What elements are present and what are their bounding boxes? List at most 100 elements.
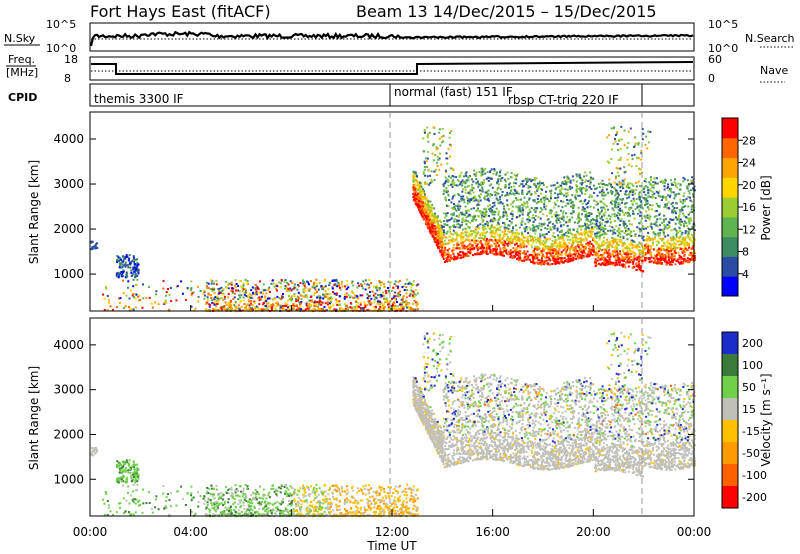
- data-cell: [242, 299, 245, 302]
- data-cell: [592, 248, 595, 251]
- data-cell: [489, 177, 492, 180]
- data-cell: [498, 183, 501, 186]
- data-cell: [566, 246, 569, 249]
- data-cell: [617, 216, 620, 219]
- data-cell: [447, 205, 450, 208]
- data-cell: [632, 184, 635, 187]
- data-cell: [246, 280, 249, 282]
- data-cell: [527, 221, 530, 224]
- data-cell: [422, 217, 425, 220]
- data-cell: [527, 187, 530, 190]
- data-cell: [448, 199, 451, 201]
- data-cell: [237, 285, 240, 287]
- data-cell: [227, 302, 230, 305]
- data-cell: [561, 206, 564, 209]
- data-cell: [297, 284, 299, 286]
- data-cell: [563, 233, 566, 236]
- data-cell: [510, 254, 513, 257]
- data-cell: [458, 246, 461, 249]
- data-cell: [400, 298, 403, 301]
- data-cell: [419, 203, 422, 206]
- data-cell: [485, 252, 488, 255]
- data-cell: [420, 182, 423, 185]
- data-cell: [610, 190, 613, 193]
- data-cell: [649, 204, 652, 207]
- data-cell: [307, 281, 310, 284]
- data-cell: [130, 275, 133, 277]
- data-cell: [220, 297, 223, 300]
- data-cell: [430, 206, 433, 209]
- data-cell: [378, 287, 381, 290]
- data-cell: [622, 237, 625, 240]
- data-cell: [611, 263, 614, 266]
- data-cell: [495, 252, 498, 255]
- data-cell: [530, 238, 533, 241]
- data-cell: [618, 202, 621, 205]
- data-cell: [235, 289, 238, 292]
- data-cell: [468, 232, 471, 235]
- data-cell: [565, 254, 568, 257]
- data-cell: [416, 192, 419, 195]
- data-cell: [691, 200, 694, 203]
- data-cell: [681, 247, 684, 250]
- data-cell: [336, 303, 339, 306]
- data-cell: [579, 254, 582, 256]
- data-cell: [481, 244, 484, 247]
- data-cell: [469, 193, 472, 196]
- data-cell: [556, 181, 559, 184]
- data-cell: [530, 260, 532, 263]
- data-cell: [614, 232, 617, 235]
- data-cell: [466, 248, 469, 251]
- data-cell: [560, 254, 563, 257]
- data-cell: [396, 287, 399, 290]
- data-cell: [373, 306, 376, 308]
- data-cell: [574, 255, 577, 257]
- data-cell: [532, 221, 535, 223]
- data-cell: [480, 190, 483, 192]
- data-cell: [589, 213, 592, 215]
- data-cell: [609, 229, 612, 232]
- data-cell: [635, 263, 638, 266]
- data-cell: [602, 212, 605, 215]
- data-cell: [671, 219, 674, 221]
- data-cell: [412, 177, 415, 180]
- data-cell: [541, 233, 544, 236]
- data-cell: [598, 244, 601, 247]
- data-cell: [578, 200, 581, 203]
- data-cell: [442, 253, 445, 256]
- data-cell: [655, 240, 658, 243]
- data-cell: [445, 242, 448, 245]
- data-cell: [488, 184, 491, 187]
- data-cell: [561, 243, 564, 246]
- data-cell: [107, 299, 110, 302]
- data-cell: [638, 255, 641, 258]
- data-cell: [493, 217, 496, 220]
- data-cell: [458, 180, 461, 183]
- data-cell: [498, 251, 501, 253]
- data-cell: [678, 209, 681, 212]
- data-cell: [673, 218, 675, 221]
- data-cell: [440, 249, 443, 252]
- data-cell: [486, 224, 489, 227]
- data-cell: [517, 257, 520, 260]
- data-cell: [292, 287, 295, 290]
- data-cell: [574, 238, 577, 241]
- data-cell: [235, 283, 238, 285]
- data-cell: [484, 208, 487, 211]
- data-cell: [487, 244, 490, 247]
- data-cell: [431, 204, 434, 206]
- data-cell: [373, 308, 376, 311]
- data-cell: [542, 246, 545, 249]
- data-cell: [575, 173, 578, 176]
- data-cell: [691, 211, 694, 213]
- data-cell: [412, 302, 415, 305]
- data-cell: [456, 247, 459, 250]
- data-cell: [629, 234, 632, 237]
- data-cell: [566, 175, 569, 178]
- data-cell: [537, 194, 540, 197]
- data-cell: [511, 213, 514, 216]
- data-cell: [602, 226, 605, 229]
- data-cell: [540, 182, 543, 185]
- data-cell: [642, 228, 645, 230]
- data-cell: [601, 262, 604, 265]
